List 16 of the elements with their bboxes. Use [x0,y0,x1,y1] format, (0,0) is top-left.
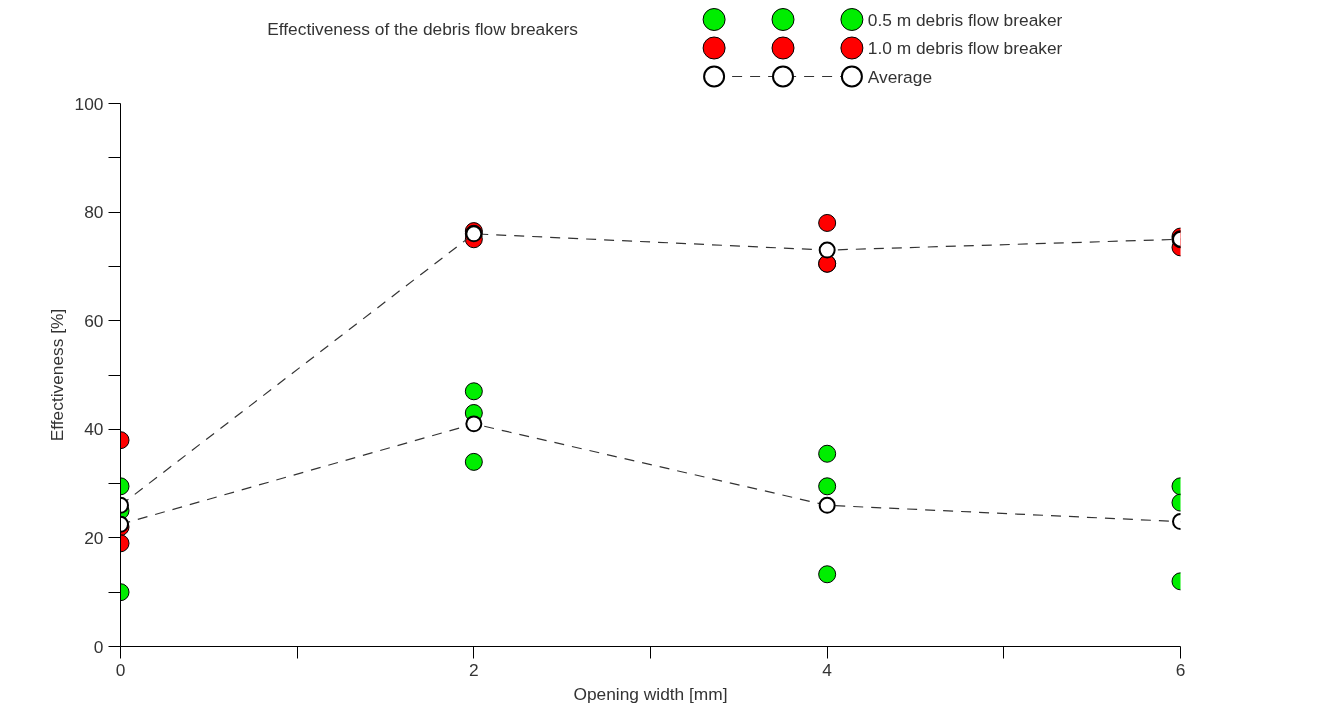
x-tick-label: 6 [1175,659,1186,680]
legend-label: 1.0 m debris flow breaker [867,38,1063,58]
y-tick-label: 0 [93,636,104,657]
legend-label: Average [867,66,933,87]
y-tick-label: 60 [84,310,104,331]
x-tick-label: 4 [822,659,833,680]
y-tick-label: 100 [74,93,104,114]
y-tick-label: 20 [84,527,104,548]
x-tick-label: 2 [469,659,479,680]
x-tick-label: 0 [115,659,126,680]
x-axis-title: Opening width [mm] [573,683,728,704]
chart-title: Effectiveness of the debris flow breakers [267,19,579,39]
y-axis-title: Effectiveness [%] [46,308,67,442]
legend-label: 0.5 m debris flow breaker [867,9,1063,30]
y-tick-label: 80 [84,202,104,223]
y-tick-label: 40 [84,419,104,440]
